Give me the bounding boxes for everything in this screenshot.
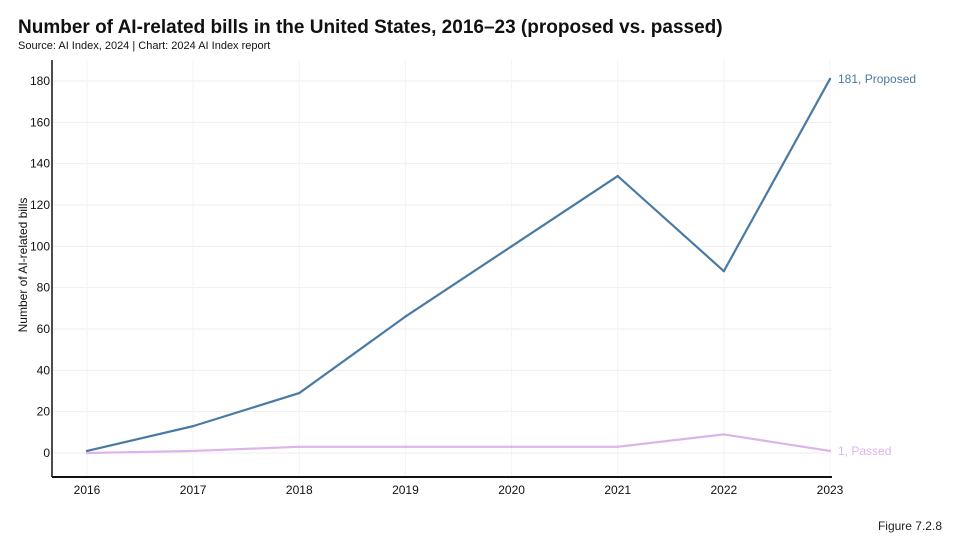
data-point-proposed — [616, 174, 619, 178]
y-tick-label: 0 — [43, 446, 50, 460]
y-tick-label: 120 — [30, 198, 50, 212]
data-point-passed — [722, 433, 726, 436]
data-point-passed — [510, 445, 513, 448]
data-point-proposed — [404, 315, 407, 318]
y-tick-label: 60 — [37, 322, 51, 336]
figure-label: Figure 7.2.8 — [877, 519, 942, 533]
data-point-passed — [85, 451, 89, 455]
series-line-proposed — [86, 78, 831, 453]
data-point-passed — [404, 445, 407, 448]
data-point-proposed — [85, 449, 89, 453]
x-tick-label: 2022 — [711, 483, 738, 497]
y-tick-label: 180 — [30, 74, 50, 88]
y-tick-label: 80 — [37, 281, 51, 295]
chart-title: Number of AI-related bills in the United… — [18, 17, 723, 38]
y-tick-label: 140 — [30, 157, 50, 171]
y-tick-label: 20 — [37, 405, 51, 419]
data-point-passed — [828, 449, 832, 453]
y-tick-label: 100 — [30, 239, 50, 253]
chart-source: Source: AI Index, 2024 | Chart: 2024 AI … — [18, 40, 271, 52]
series-line-passed — [86, 433, 831, 455]
data-point-proposed — [191, 424, 195, 428]
x-tick-label: 2017 — [180, 483, 207, 497]
x-tick-label: 2021 — [604, 483, 631, 497]
data-point-proposed — [828, 77, 832, 81]
x-tick-label: 2016 — [74, 483, 101, 497]
y-tick-label: 40 — [37, 363, 51, 377]
x-tick-label: 2020 — [498, 483, 525, 497]
series-end-label-passed: 1, Passed — [838, 444, 891, 458]
x-tick-label: 2023 — [817, 483, 844, 497]
data-point-proposed — [298, 391, 301, 395]
data-point-passed — [298, 445, 301, 448]
x-tick-label: 2019 — [392, 483, 419, 497]
data-point-passed — [191, 449, 195, 453]
data-point-passed — [616, 445, 619, 448]
data-point-proposed — [722, 269, 726, 273]
y-axis-label: Number of AI-related bills — [16, 198, 30, 333]
series-end-label-proposed: 181, Proposed — [838, 72, 916, 86]
data-point-proposed — [510, 245, 513, 248]
x-tick-label: 2018 — [286, 483, 313, 497]
y-tick-label: 160 — [30, 115, 50, 129]
